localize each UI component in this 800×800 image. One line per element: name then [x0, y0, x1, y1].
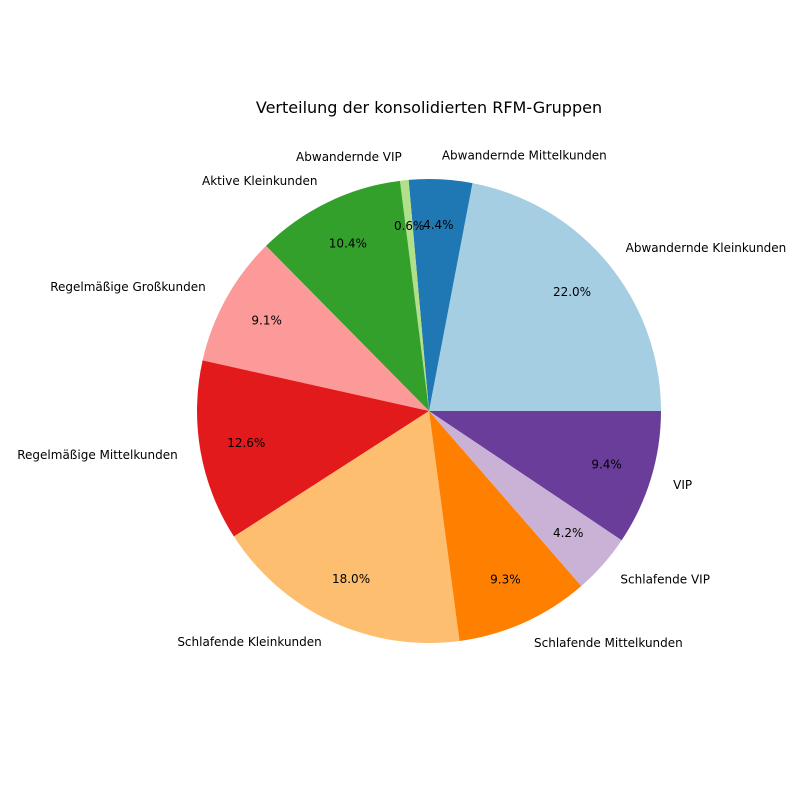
slice-label: Regelmäßige Großkunden — [50, 280, 206, 294]
pie-slice — [429, 411, 622, 586]
percent-label: 22.0% — [553, 285, 591, 299]
pie-slices — [197, 179, 661, 643]
percent-label: 9.4% — [591, 458, 622, 472]
pie-slice — [265, 180, 429, 411]
slice-label: Schlafende Mittelkunden — [534, 636, 683, 650]
percent-label: 4.4% — [423, 218, 454, 232]
pie-slice — [399, 179, 429, 411]
slice-label: Abwandernde Kleinkunden — [626, 241, 787, 255]
slice-label: Schlafende VIP — [620, 572, 710, 586]
percent-label: 9.3% — [490, 573, 521, 587]
pie-slice — [429, 411, 582, 641]
pie-slice — [197, 360, 429, 537]
percent-label: 10.4% — [329, 237, 367, 251]
slice-label: Aktive Kleinkunden — [202, 174, 317, 188]
percent-label: 0.6% — [394, 219, 425, 233]
percent-label: 12.6% — [227, 436, 265, 450]
percent-labels: 22.0% 4.4%0.6% 10.4% 9.1% 12.6% 18.0% 9.3% 4.2%… — [227, 218, 622, 587]
slice-label: Schlafende Kleinkunden — [177, 635, 321, 649]
slice-label: Abwandernde Mittelkunden — [442, 149, 607, 163]
slice-label: Regelmäßige Mittelkunden — [17, 448, 177, 462]
percent-label: 9.1% — [251, 314, 282, 328]
percent-label: 18.0% — [332, 572, 370, 586]
chart-title: Verteilung der konsolidierten RFM-Gruppe… — [256, 98, 602, 117]
pie-slice — [233, 411, 460, 643]
slice-label: VIP — [673, 478, 692, 492]
pie-slice — [429, 411, 661, 541]
pie-slice — [408, 179, 473, 411]
pie-slice — [202, 245, 429, 411]
slice-label: Abwandernde VIP — [296, 150, 402, 164]
percent-label: 4.2% — [553, 526, 584, 540]
slice-labels: Abwandernde Kleinkunden Abwandernde Mitte… — [17, 149, 786, 650]
pie-slice — [429, 183, 661, 411]
